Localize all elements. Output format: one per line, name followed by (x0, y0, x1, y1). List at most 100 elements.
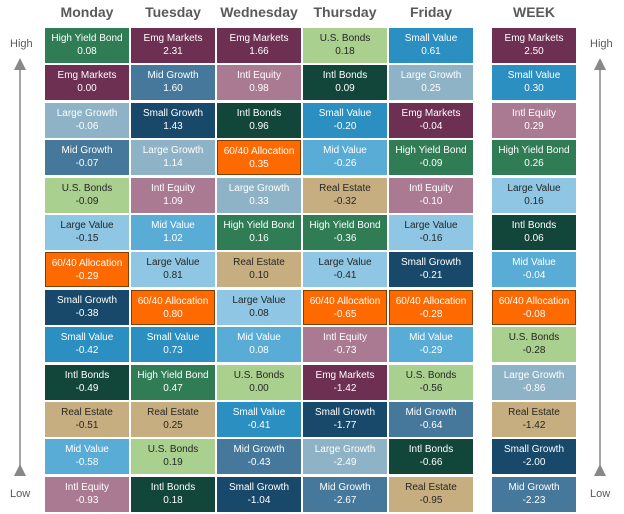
high-label: High (10, 38, 33, 50)
cell-label: Large Value (404, 220, 458, 231)
cell-value: 0.08 (77, 46, 97, 57)
cell-label: Mid Growth (319, 481, 371, 493)
cell-value: 0.81 (163, 270, 183, 282)
cell-label: Mid Value (409, 332, 453, 344)
cell-value: 0.98 (249, 83, 269, 95)
cell-value: 1.60 (163, 83, 183, 95)
cell-value: -0.86 (522, 382, 546, 394)
cell: Real Estate 0.25 (131, 402, 215, 437)
cell-value: -0.07 (75, 158, 99, 170)
cell: High Yield Bond 0.16 (217, 215, 301, 250)
cell: Small Value -0.41 (217, 402, 301, 437)
cell-label: 60/40 Allocation (137, 295, 209, 307)
cell: High Yield Bond 0.08 (45, 28, 129, 63)
cell-value: 0.09 (335, 83, 355, 95)
cell: Emg Markets -0.04 (389, 102, 473, 138)
cell-label: Small Growth (503, 444, 564, 456)
cell-label: Intl Bonds (408, 444, 454, 456)
cell-value: 0.16 (249, 233, 269, 244)
cell-label: Large Growth (228, 182, 290, 194)
cell-label: Mid Value (237, 332, 281, 344)
cell: High Yield Bond -0.09 (389, 140, 473, 176)
cell-value: -1.77 (333, 420, 357, 431)
cell: Small Growth -1.04 (217, 476, 301, 512)
cell-label: High Yield Bond (309, 220, 381, 231)
cell-label: Real Estate (61, 407, 113, 418)
cell: Large Value -0.15 (45, 215, 129, 250)
cell-label: Intl Bonds (64, 369, 110, 381)
cell: Large Growth -0.86 (492, 364, 576, 400)
cell-value: -0.06 (75, 120, 99, 132)
cell: Mid Value -0.26 (303, 140, 387, 176)
cell-label: Large Growth (314, 444, 376, 456)
cell-value: -0.32 (333, 195, 357, 207)
cell-value: -0.41 (247, 420, 271, 431)
cell-label: U.S. Bonds (508, 332, 560, 344)
cell: Real Estate 0.10 (217, 252, 301, 288)
cell: Intl Equity -0.73 (303, 327, 387, 363)
cell-value: 0.29 (524, 120, 544, 132)
column-header: Monday (60, 4, 114, 20)
cell: Emg Markets 1.66 (217, 28, 301, 63)
cell: Small Growth -0.21 (389, 252, 473, 288)
cell: Intl Bonds -0.49 (45, 364, 129, 400)
cell-value: -0.04 (522, 270, 546, 282)
cell: Mid Growth -2.67 (303, 476, 387, 512)
cell: Large Growth 0.33 (217, 177, 301, 213)
cell-label: Intl Equity (512, 107, 556, 119)
cell-label: U.S. Bonds (233, 369, 285, 381)
cell: 60/40 Allocation -0.65 (303, 289, 387, 325)
cell: Mid Value 0.08 (217, 327, 301, 363)
cell: Mid Value 1.02 (131, 215, 215, 250)
cell: Small Growth 1.43 (131, 102, 215, 138)
cell-label: Real Estate (508, 407, 560, 418)
cell: Real Estate -0.51 (45, 402, 129, 437)
cell: Large Value 0.16 (492, 177, 576, 213)
cell-label: Small Value (60, 332, 114, 344)
cell-value: 1.09 (163, 195, 183, 207)
cell: Large Growth -2.49 (303, 439, 387, 475)
cell-value: -2.23 (522, 494, 546, 506)
cell-label: Intl Equity (237, 70, 281, 82)
cell-label: Real Estate (405, 481, 457, 493)
cell-value: 0.08 (249, 345, 269, 357)
cell: Mid Value -0.29 (389, 327, 473, 363)
cell-value: -0.56 (419, 382, 443, 394)
cell-label: Small Growth (314, 407, 375, 418)
cell: Real Estate -0.95 (389, 476, 473, 512)
cell-label: High Yield Bond (498, 145, 570, 157)
cell-value: 0.61 (421, 46, 441, 57)
cell: Mid Growth -0.43 (217, 439, 301, 475)
cell-label: Mid Value (151, 220, 195, 231)
cell-label: Emg Markets (143, 33, 203, 44)
cell-label: Intl Equity (151, 182, 195, 194)
cell-label: U.S. Bonds (61, 182, 113, 194)
cell-label: Large Growth (503, 369, 565, 381)
cell: Emg Markets -1.42 (303, 364, 387, 400)
cell: 60/40 Allocation 0.35 (217, 140, 301, 176)
cell-value: 1.14 (163, 158, 183, 170)
cell: Small Value -0.42 (45, 327, 129, 363)
cell-value: 0.18 (163, 494, 183, 506)
cell: Intl Bonds 0.18 (131, 476, 215, 512)
column-header: Friday (409, 4, 452, 20)
cell-value: -0.73 (333, 345, 357, 357)
cell-value: 0.47 (163, 382, 183, 394)
cell: Small Value -0.20 (303, 102, 387, 138)
cell-label: Small Growth (228, 481, 289, 493)
cell: High Yield Bond 0.47 (131, 364, 215, 400)
cell-label: Intl Equity (409, 182, 453, 194)
cell-value: 0.06 (524, 233, 544, 244)
cell-label: Emg Markets (229, 33, 289, 44)
cell-label: Mid Growth (508, 481, 560, 493)
cell-label: Large Growth (56, 107, 118, 119)
cell: Large Growth -0.06 (45, 102, 129, 138)
cell-value: -0.43 (247, 457, 271, 469)
cell-label: High Yield Bond (395, 145, 467, 157)
cell: Intl Equity 0.98 (217, 65, 301, 101)
cell: Intl Bonds 0.06 (492, 215, 576, 250)
cell: Intl Bonds 0.09 (303, 65, 387, 101)
cell-label: 60/40 Allocation (309, 295, 381, 307)
cell-value: 0.19 (163, 457, 183, 469)
